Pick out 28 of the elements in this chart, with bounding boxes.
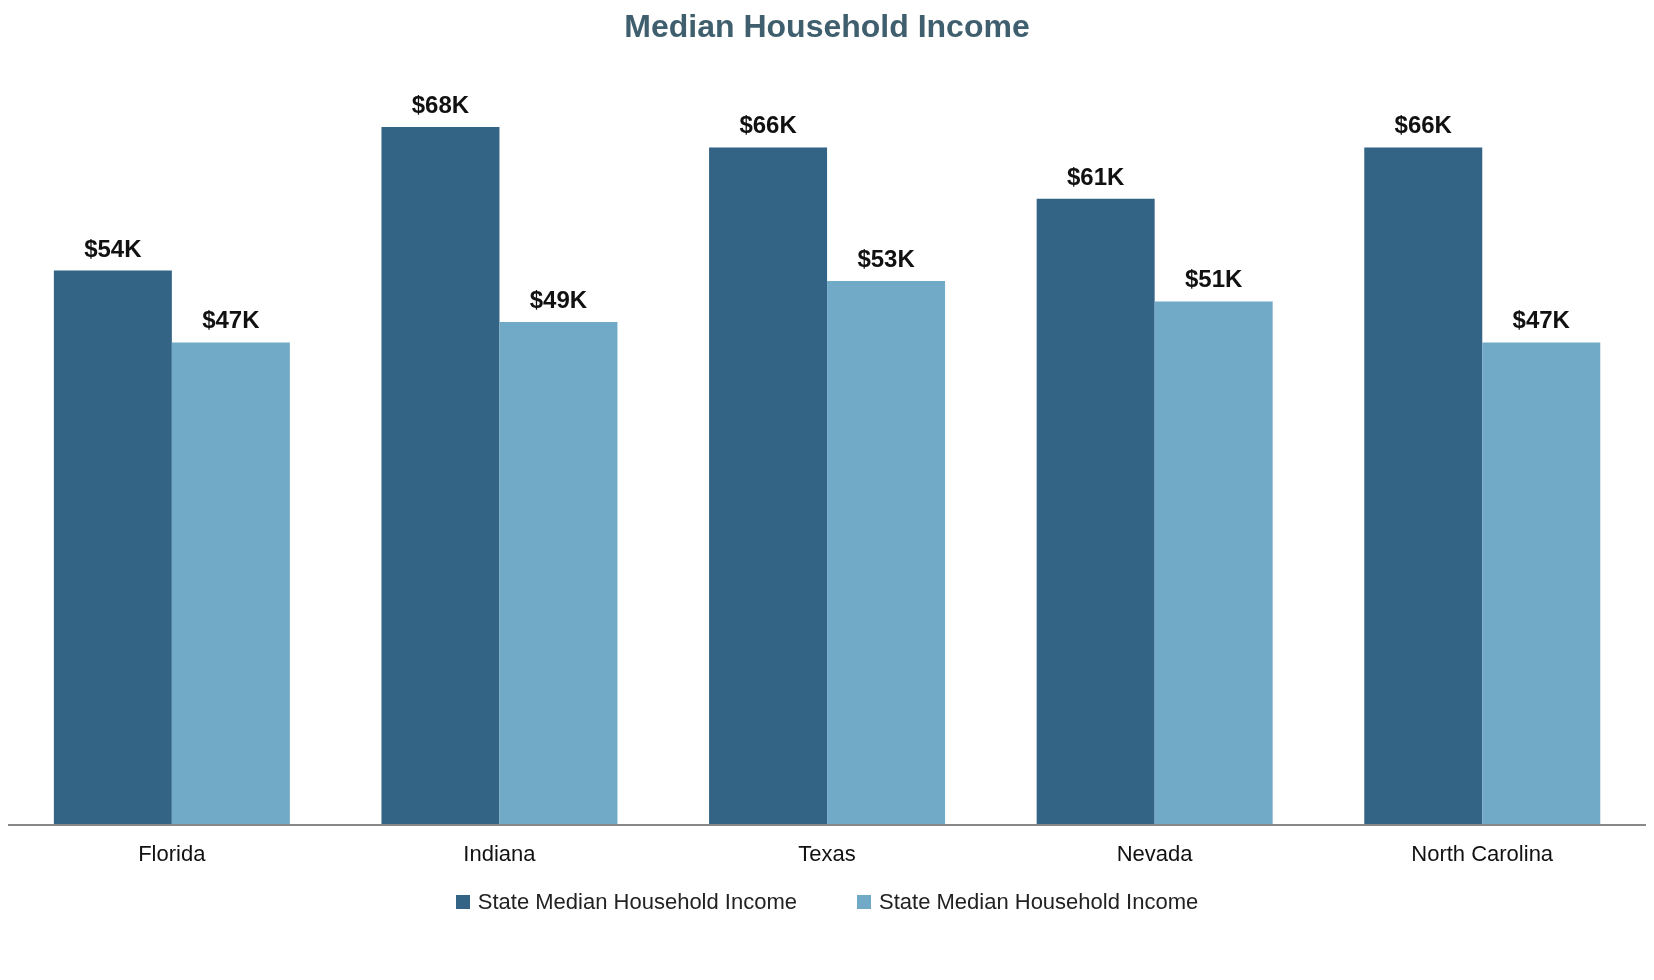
bar [1154, 301, 1273, 825]
x-tick-label: Nevada [1116, 840, 1194, 866]
data-label: $53K [857, 244, 916, 272]
data-label: $66K [739, 111, 798, 139]
chart-title: Median Household Income [623, 8, 1031, 45]
legend-label: State Median Household Income [879, 889, 1199, 915]
x-tick-label: Florida [138, 840, 207, 866]
bar [827, 280, 946, 825]
data-label: $61K [1066, 162, 1126, 190]
legend-label: State Median Household Income [477, 889, 797, 915]
x-tick-label: North Carolina [1411, 840, 1554, 866]
data-label: $47K [1512, 306, 1571, 334]
x-tick-label: Indiana [463, 840, 537, 866]
data-label: $51K [1184, 265, 1244, 293]
bar [171, 342, 290, 825]
bar [53, 270, 172, 825]
bar [709, 147, 828, 825]
data-label: $68K [411, 90, 470, 118]
x-tick-label: Texas [798, 840, 856, 866]
data-label: $54K [84, 234, 143, 262]
bar [1482, 342, 1601, 825]
data-label: $49K [529, 285, 588, 313]
bar [381, 126, 500, 825]
bar [1036, 198, 1155, 825]
data-label: $66K [1394, 111, 1453, 139]
data-label: $47K [202, 306, 261, 334]
bar [1364, 147, 1483, 825]
bar [499, 321, 618, 825]
